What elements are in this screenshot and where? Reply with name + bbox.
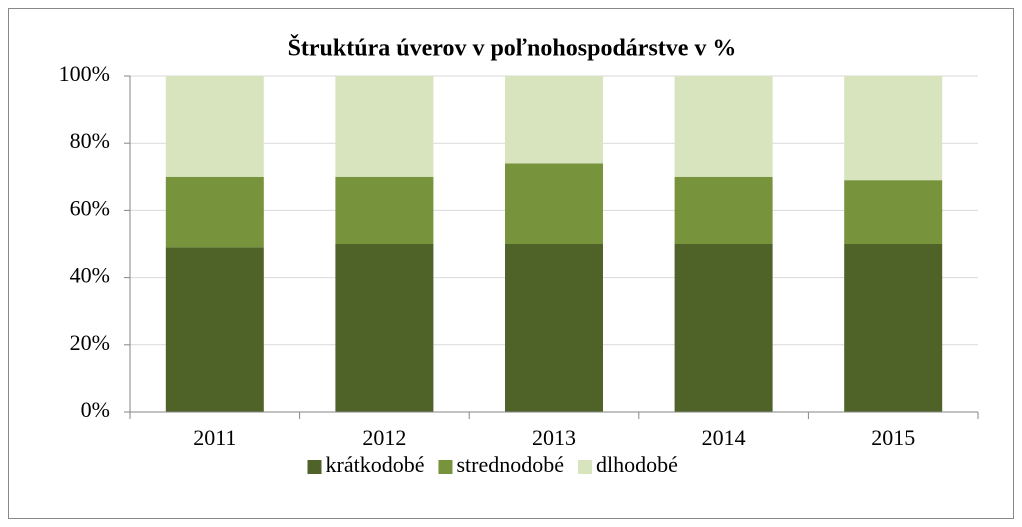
y-tick-label: 60% bbox=[70, 195, 110, 220]
bar-segment bbox=[674, 76, 773, 177]
x-tick-label: 2013 bbox=[532, 425, 576, 450]
legend-label: strednodobé bbox=[456, 452, 564, 477]
legend-swatch bbox=[578, 460, 592, 474]
y-tick-label: 0% bbox=[81, 397, 110, 422]
legend-swatch bbox=[307, 460, 322, 474]
legend-label: krátkodobé bbox=[326, 452, 425, 477]
bar-segment bbox=[674, 176, 773, 244]
x-tick-label: 2014 bbox=[702, 425, 746, 450]
x-tick-label: 2011 bbox=[193, 425, 236, 450]
y-tick-label: 20% bbox=[70, 330, 110, 355]
bar-segment bbox=[335, 76, 434, 177]
x-tick-label: 2012 bbox=[362, 425, 406, 450]
y-tick-label: 100% bbox=[59, 61, 110, 86]
bar-segment bbox=[505, 163, 603, 244]
legend-swatch bbox=[438, 460, 453, 474]
bar-segment bbox=[165, 247, 264, 412]
bar-segment bbox=[335, 176, 434, 244]
chart-title: Štruktúra úverov v poľnohospodárstve v % bbox=[288, 35, 737, 62]
bar-segment bbox=[844, 244, 943, 412]
y-tick-label: 40% bbox=[70, 263, 110, 288]
bar-segment bbox=[165, 176, 264, 248]
bar-segment bbox=[505, 76, 603, 164]
x-tick-label: 2015 bbox=[871, 425, 915, 450]
bar-segment bbox=[844, 180, 943, 244]
y-tick-label: 80% bbox=[70, 128, 110, 153]
bar-segment bbox=[674, 244, 773, 412]
bar-segment bbox=[165, 76, 264, 177]
bar-segment bbox=[335, 244, 434, 412]
bar-segment bbox=[844, 76, 943, 181]
legend-label: dlhodobé bbox=[596, 452, 678, 477]
bar-segment bbox=[505, 244, 603, 412]
